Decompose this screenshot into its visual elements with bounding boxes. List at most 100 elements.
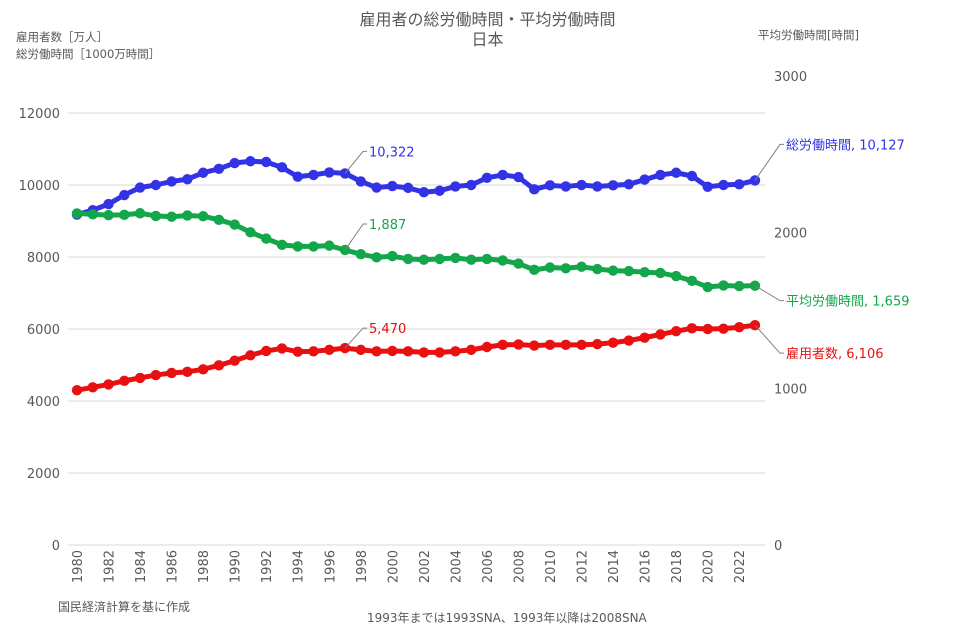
data-point — [670, 167, 682, 178]
data-point — [308, 169, 319, 181]
data-label: 雇用者数, 6,106 — [786, 346, 883, 362]
data-point — [544, 180, 556, 191]
data-point — [324, 344, 335, 356]
data-point — [134, 372, 146, 384]
data-point — [197, 364, 209, 375]
data-label: 総労働時間, 10,127 — [786, 138, 905, 153]
leader-line — [344, 327, 368, 349]
data-point — [418, 187, 430, 198]
chart-title: 雇用者の総労働時間・平均労働時間 — [359, 10, 616, 29]
gridlines — [68, 112, 765, 546]
data-point — [686, 323, 698, 334]
leader-line — [754, 324, 784, 354]
left-tick-label: 2000 — [27, 467, 60, 482]
data-point — [497, 339, 508, 351]
data-point — [371, 346, 382, 357]
series-line — [76, 322, 756, 393]
data-point — [702, 281, 713, 293]
x-tick-label: 2014 — [607, 550, 622, 583]
x-tick-label: 2008 — [512, 550, 527, 583]
left-axis-title-line1: 雇用者数［万人］ — [16, 30, 108, 44]
data-point — [450, 181, 461, 192]
data-point — [623, 179, 635, 190]
data-point — [166, 176, 177, 187]
data-point — [261, 345, 272, 357]
data-point — [529, 184, 540, 195]
data-point — [87, 382, 98, 393]
data-label: 平均労働時間, 1,659 — [786, 295, 909, 310]
data-point — [607, 180, 619, 191]
data-point — [734, 179, 745, 190]
data-point — [245, 227, 256, 238]
data-point — [670, 325, 682, 337]
data-point — [702, 323, 713, 335]
data-point — [402, 182, 414, 194]
leader-line — [754, 143, 784, 181]
x-tick-label: 1988 — [197, 550, 212, 583]
data-point — [245, 350, 256, 361]
x-tick-label: 2016 — [639, 550, 654, 583]
data-point — [387, 345, 398, 357]
left-axis-title: 雇用者数［万人］ 総労働時間［1000万時間］ — [16, 29, 160, 63]
data-point — [276, 239, 288, 251]
data-point — [607, 265, 619, 276]
data-point — [544, 339, 556, 351]
data-point — [686, 170, 698, 182]
data-point — [402, 346, 414, 357]
data-point — [182, 210, 193, 221]
data-label: 1,887 — [369, 218, 406, 233]
data-point — [718, 280, 729, 291]
data-point — [166, 367, 177, 379]
data-point — [497, 169, 508, 181]
data-point — [686, 275, 698, 286]
right-tick-label: 0 — [774, 539, 782, 554]
x-tick-label: 1982 — [103, 550, 118, 583]
data-point — [607, 337, 619, 348]
data-point — [387, 250, 398, 262]
data-point — [245, 156, 256, 167]
data-point — [355, 249, 367, 260]
data-point — [213, 214, 225, 226]
sna-note: 1993年までは1993SNA、1993年以降は2008SNA — [367, 611, 647, 625]
left-tick-label: 10000 — [19, 179, 60, 194]
data-point — [639, 174, 650, 185]
data-point — [166, 211, 177, 222]
data-point — [655, 267, 666, 279]
data-point — [371, 182, 382, 193]
chart-title-block: 雇用者の総労働時間・平均労働時間 日本 — [0, 10, 975, 50]
data-point — [119, 375, 130, 387]
x-tick-label: 2010 — [544, 550, 559, 583]
data-point — [182, 174, 193, 185]
data-point — [229, 157, 240, 169]
x-tick-label: 1986 — [166, 550, 181, 583]
data-point — [592, 263, 603, 275]
x-tick-label: 2022 — [733, 550, 748, 583]
left-tick-label: 12000 — [19, 107, 60, 122]
data-point — [623, 335, 635, 346]
data-point — [182, 366, 193, 378]
data-point — [87, 209, 98, 220]
x-tick-label: 1994 — [292, 550, 307, 583]
data-point — [324, 167, 335, 178]
right-tick-label: 2000 — [774, 226, 807, 241]
data-point — [434, 347, 445, 358]
data-point — [576, 261, 587, 272]
data-label: 5,470 — [369, 322, 406, 337]
data-point — [734, 280, 745, 292]
data-point — [450, 252, 461, 264]
data-point — [308, 346, 319, 357]
x-tick-label: 1990 — [229, 550, 244, 583]
data-point — [355, 176, 367, 187]
data-point — [465, 179, 477, 191]
data-point — [513, 258, 524, 269]
data-point — [560, 181, 571, 192]
data-point — [355, 344, 367, 356]
data-point — [592, 338, 603, 350]
x-tick-label: 2018 — [670, 550, 685, 583]
data-point — [734, 322, 745, 333]
data-point — [103, 209, 114, 221]
data-point — [292, 171, 303, 182]
x-tick-label: 1992 — [260, 550, 275, 583]
data-point — [71, 208, 83, 219]
data-point — [481, 341, 493, 353]
